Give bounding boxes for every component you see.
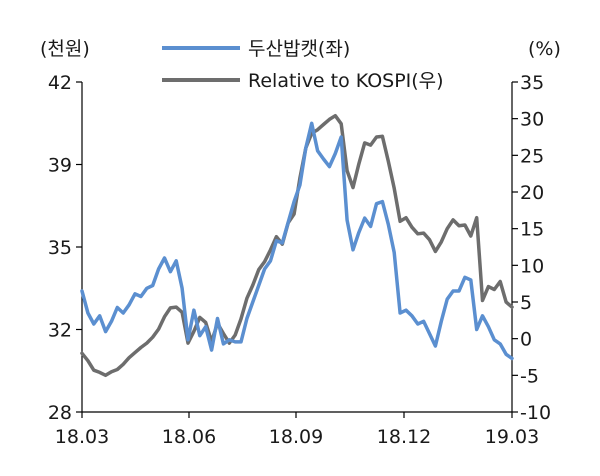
series-line-kospi — [80, 113, 514, 378]
right-tick-label: 30 — [520, 109, 544, 131]
right-tick-label: 20 — [520, 182, 544, 204]
right-axis-unit: (%) — [528, 38, 561, 60]
series-layer — [80, 113, 514, 378]
left-tick-label: 39 — [48, 155, 72, 177]
right-tick-label: 0 — [520, 329, 532, 351]
x-tick-label: 18.03 — [55, 426, 109, 448]
left-tick-label: 42 — [48, 72, 72, 94]
right-tick-label: 15 — [520, 219, 544, 241]
tick-layer: 42 39 35 32 28 35 30 25 20 15 10 5 0 -5 -10 18.03 18.06 1… — [48, 72, 551, 448]
left-tick-label: 28 — [48, 402, 72, 424]
left-axis-unit: (천원) — [40, 38, 90, 60]
x-tick-label: 18.06 — [162, 426, 216, 448]
x-tick-label: 18.12 — [377, 426, 431, 448]
legend: 두산밥캣(좌) Relative to KOSPI(우) — [162, 38, 444, 92]
right-tick-label: 10 — [520, 255, 544, 277]
right-tick-label: -10 — [520, 402, 551, 424]
left-tick-label: 35 — [48, 237, 72, 259]
legend-label-kospi: Relative to KOSPI(우) — [248, 70, 444, 92]
right-tick-label: 25 — [520, 145, 544, 167]
left-tick-label: 32 — [48, 320, 72, 342]
right-tick-label: -5 — [520, 365, 539, 387]
right-tick-label: 35 — [520, 72, 544, 94]
x-tick-label: 19.03 — [485, 426, 539, 448]
legend-label-dusan: 두산밥캣(좌) — [248, 38, 350, 60]
x-tick-label: 18.09 — [269, 426, 323, 448]
series-line-dusan — [80, 121, 514, 361]
right-tick-label: 5 — [520, 292, 532, 314]
